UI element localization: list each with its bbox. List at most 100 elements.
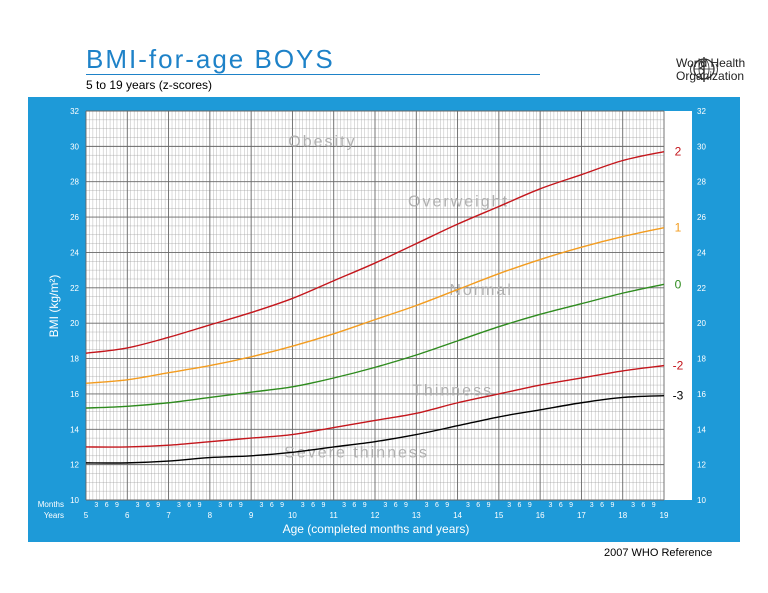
who-logo-line1: World Health — [676, 56, 746, 70]
year-tick-label: 5 — [84, 511, 89, 520]
curve-label: 1 — [675, 221, 682, 235]
month-tick-label: 3 — [136, 502, 140, 509]
who-emblem-icon — [690, 57, 718, 82]
curve-label: -2 — [673, 359, 684, 373]
month-tick-label: 6 — [229, 502, 233, 509]
months-row-label: Months — [38, 500, 64, 509]
y-tick-label: 12 — [697, 461, 706, 470]
month-tick-label: 6 — [435, 502, 439, 509]
month-tick-label: 3 — [631, 502, 635, 509]
reference-footer: 2007 WHO Reference — [604, 547, 713, 559]
zone-label: Normal — [449, 282, 513, 299]
y-tick-label: 30 — [70, 142, 79, 151]
month-tick-label: 9 — [445, 502, 449, 509]
month-tick-label: 6 — [476, 502, 480, 509]
zone-label: Obesity — [288, 133, 356, 150]
y-tick-label: 14 — [697, 425, 706, 434]
month-tick-label: 6 — [394, 502, 398, 509]
y-tick-label: 10 — [697, 496, 706, 505]
y-axis-right: 10 12 14 16 18 20 22 24 26 28 30 32 — [697, 107, 706, 505]
year-tick-label: 9 — [249, 511, 254, 520]
month-tick-label: 9 — [198, 502, 202, 509]
curve-label: -3 — [673, 389, 684, 403]
y-tick-label: 26 — [697, 213, 706, 222]
curve-z2 — [85, 150, 665, 354]
line-label-area — [664, 111, 692, 500]
month-tick-label: 3 — [507, 502, 511, 509]
y-tick-label: 18 — [70, 355, 79, 364]
month-tick-label: 3 — [383, 502, 387, 509]
zone-label: Overweight — [408, 193, 509, 210]
curve-label: 0 — [675, 277, 682, 291]
month-tick-label: 9 — [404, 502, 408, 509]
month-tick-label: 9 — [363, 502, 367, 509]
month-tick-label: 3 — [590, 502, 594, 509]
month-tick-label: 9 — [569, 502, 573, 509]
y-tick-label: 28 — [697, 178, 706, 187]
who-logo-text: World Health Organization — [676, 57, 745, 83]
month-tick-label: 6 — [600, 502, 604, 509]
title-underline — [86, 74, 540, 75]
year-tick-label: 11 — [330, 511, 339, 520]
y-tick-label: 32 — [70, 107, 79, 116]
month-tick-label: 3 — [342, 502, 346, 509]
y-tick-label: 16 — [70, 390, 79, 399]
month-tick-label: 6 — [641, 502, 645, 509]
y-tick-label: 24 — [70, 248, 79, 257]
curve-z-2 — [85, 364, 665, 448]
y-tick-label: 26 — [70, 213, 79, 222]
y-tick-label: 16 — [697, 390, 706, 399]
month-tick-label: 6 — [559, 502, 563, 509]
month-tick-label: 6 — [311, 502, 315, 509]
who-logo-line2: Organization — [676, 69, 745, 83]
curve-z-3 — [85, 394, 665, 464]
month-tick-label: 3 — [466, 502, 470, 509]
y-tick-label: 28 — [70, 178, 79, 187]
y-tick-label: 14 — [70, 425, 79, 434]
year-tick-label: 16 — [536, 511, 545, 520]
years-row-label: Years — [44, 511, 64, 520]
month-tick-label: 9 — [156, 502, 160, 509]
y-tick-label: 12 — [70, 461, 79, 470]
z-score-labels: 2 1 0 -2 -3 — [673, 145, 684, 403]
month-tick-label: 3 — [549, 502, 553, 509]
z-score-curves — [85, 150, 665, 464]
year-tick-label: 14 — [453, 511, 462, 520]
year-tick-label: 18 — [618, 511, 627, 520]
year-tick-label: 19 — [660, 511, 669, 520]
month-tick-label: 3 — [94, 502, 98, 509]
y-axis-left: 10 12 14 16 18 20 22 24 26 28 30 32 — [70, 107, 79, 505]
month-tick-label: 9 — [239, 502, 243, 509]
y-tick-label: 22 — [70, 284, 79, 293]
month-tick-label: 9 — [487, 502, 491, 509]
month-tick-label: 6 — [146, 502, 150, 509]
month-tick-label: 9 — [610, 502, 614, 509]
y-tick-label: 30 — [697, 142, 706, 151]
month-tick-label: 9 — [652, 502, 656, 509]
chart-title: BMI-for-age BOYS — [86, 44, 335, 74]
month-tick-label: 9 — [280, 502, 284, 509]
month-tick-label: 6 — [352, 502, 356, 509]
zone-label: Thinness — [412, 383, 493, 400]
month-tick-label: 6 — [105, 502, 109, 509]
month-tick-label: 6 — [270, 502, 274, 509]
year-tick-label: 13 — [412, 511, 421, 520]
year-tick-label: 10 — [288, 511, 297, 520]
month-tick-label: 3 — [301, 502, 305, 509]
zone-label: Severe thinness — [284, 445, 429, 462]
y-tick-label: 32 — [697, 107, 706, 116]
month-tick-label: 3 — [425, 502, 429, 509]
month-tick-label: 3 — [218, 502, 222, 509]
year-tick-label: 12 — [371, 511, 380, 520]
y-tick-label: 20 — [70, 319, 79, 328]
year-tick-label: 7 — [166, 511, 171, 520]
month-tick-label: 3 — [177, 502, 181, 509]
curve-z1 — [85, 227, 665, 384]
month-tick-label: 9 — [528, 502, 532, 509]
year-tick-label: 15 — [494, 511, 503, 520]
x-axis-label: Age (completed months and years) — [283, 522, 470, 536]
y-tick-label: 18 — [697, 355, 706, 364]
month-tick-label: 6 — [187, 502, 191, 509]
y-tick-label: 22 — [697, 284, 706, 293]
